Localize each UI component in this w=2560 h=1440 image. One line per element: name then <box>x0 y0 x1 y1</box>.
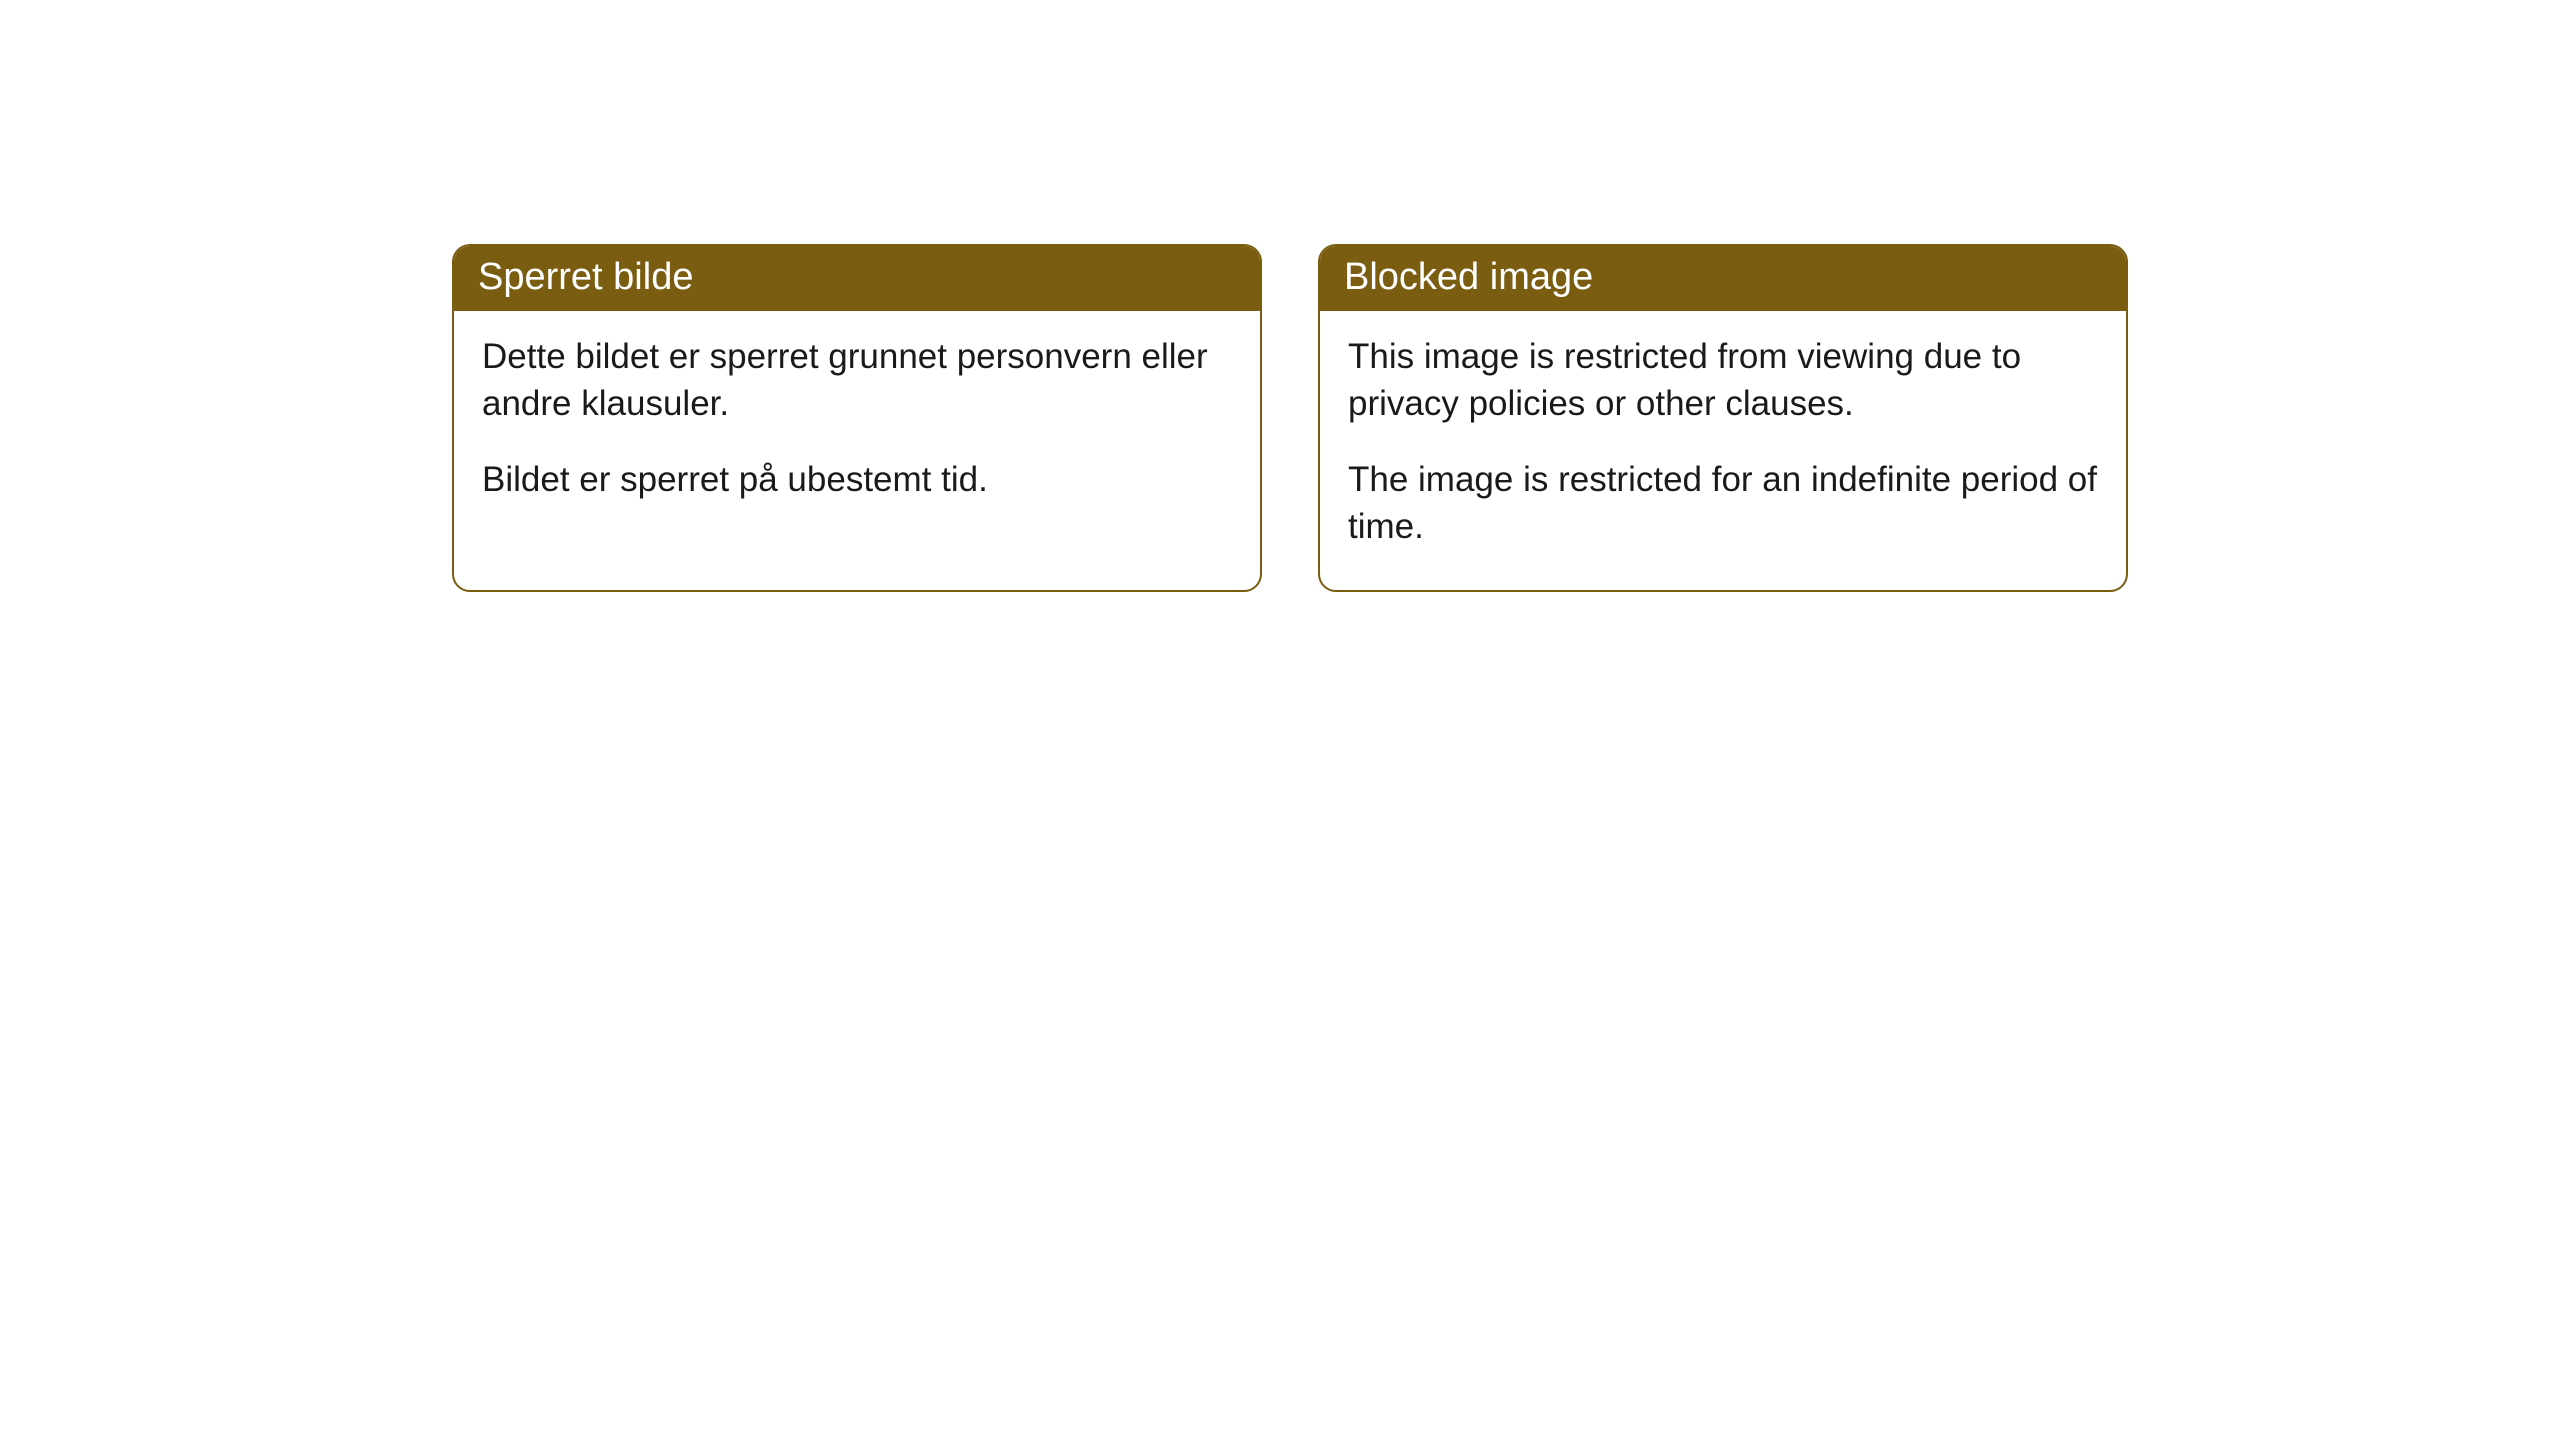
card-english: Blocked image This image is restricted f… <box>1318 244 2128 592</box>
card-header-norwegian: Sperret bilde <box>454 246 1260 311</box>
card-body-norwegian: Dette bildet er sperret grunnet personve… <box>454 311 1260 543</box>
card-paragraph-2: Bildet er sperret på ubestemt tid. <box>482 456 1232 503</box>
card-body-english: This image is restricted from viewing du… <box>1320 311 2126 590</box>
card-header-english: Blocked image <box>1320 246 2126 311</box>
card-norwegian: Sperret bilde Dette bildet er sperret gr… <box>452 244 1262 592</box>
cards-container: Sperret bilde Dette bildet er sperret gr… <box>0 0 2560 592</box>
card-paragraph-1: This image is restricted from viewing du… <box>1348 333 2098 428</box>
card-paragraph-2: The image is restricted for an indefinit… <box>1348 456 2098 551</box>
card-paragraph-1: Dette bildet er sperret grunnet personve… <box>482 333 1232 428</box>
